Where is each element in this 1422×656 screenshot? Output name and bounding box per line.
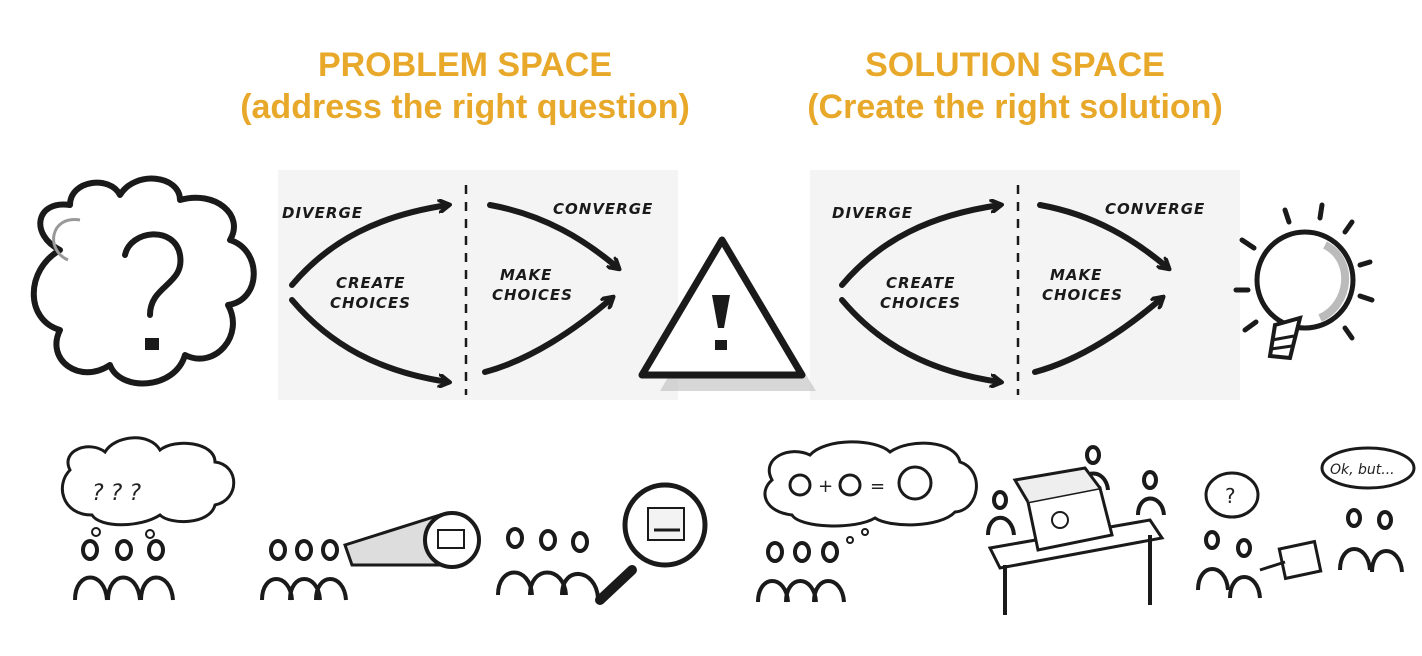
question-cloud-icon xyxy=(30,175,257,387)
problem-create-choices-label: CHOICES xyxy=(330,294,411,312)
solution-space-title: SOLUTION SPACE xyxy=(865,46,1165,84)
solution-create-choices-label: CHOICES xyxy=(880,294,961,312)
problem-space-subtitle: (address the right question) xyxy=(240,88,690,126)
problem-converge-down-arrow xyxy=(487,202,618,268)
warning-triangle-icon xyxy=(638,236,816,391)
solution-diverge-down-arrow xyxy=(839,297,1000,382)
solution-converge-up-arrow xyxy=(1032,298,1162,375)
lightbulb-icon xyxy=(1233,202,1375,361)
problem-converge-up-arrow xyxy=(482,298,612,375)
magnifier-sketch xyxy=(496,482,708,605)
problem-converge-label: CONVERGE xyxy=(553,200,653,218)
telescope-sketch xyxy=(260,511,481,601)
problem-create-label: CREATE xyxy=(336,274,405,292)
plus-sign: + xyxy=(818,476,833,497)
problem-space-title: PROBLEM SPACE xyxy=(317,46,613,84)
solution-make-choices-label: CHOICES xyxy=(1042,286,1123,304)
solution-diverge-converge: DIVERGE CONVERGE CREATE CHOICES MAKE CHO… xyxy=(832,185,1205,395)
problem-make-choices-label: CHOICES xyxy=(492,286,573,304)
solution-diverge-up-arrow xyxy=(839,205,1000,288)
thinking-people-sketch: ? ? ? xyxy=(60,436,236,601)
solution-converge-label: CONVERGE xyxy=(1105,200,1205,218)
presenting-sketch: ? Ok, but... xyxy=(1196,446,1416,599)
solution-space-heading: SOLUTION SPACE (Create the right solutio… xyxy=(775,44,1255,128)
team-box-table-sketch xyxy=(986,445,1166,615)
solution-panel xyxy=(810,170,1240,400)
equals-sign: = xyxy=(870,476,885,497)
ok-but-bubble-text: Ok, but... xyxy=(1330,462,1395,478)
problem-diverge-down-arrow xyxy=(289,297,448,382)
problem-make-label: MAKE xyxy=(500,266,552,284)
question-bubble-text: ? xyxy=(1225,484,1236,508)
solution-create-label: CREATE xyxy=(886,274,955,292)
solution-make-label: MAKE xyxy=(1050,266,1102,284)
solution-converge-down-arrow xyxy=(1037,202,1168,268)
problem-panel xyxy=(278,170,678,400)
solution-diverge-label: DIVERGE xyxy=(832,204,913,222)
problem-diverge-label: DIVERGE xyxy=(282,204,363,222)
problem-diverge-up-arrow xyxy=(289,205,448,288)
question-marks-text: ? ? ? xyxy=(92,481,141,506)
ideas-combining-sketch: + = xyxy=(756,440,978,603)
solution-space-subtitle: (Create the right solution) xyxy=(807,88,1223,126)
problem-space-heading: PROBLEM SPACE (address the right questio… xyxy=(205,44,725,128)
problem-diverge-converge: DIVERGE CONVERGE CREATE CHOICES MAKE CHO… xyxy=(282,185,653,395)
